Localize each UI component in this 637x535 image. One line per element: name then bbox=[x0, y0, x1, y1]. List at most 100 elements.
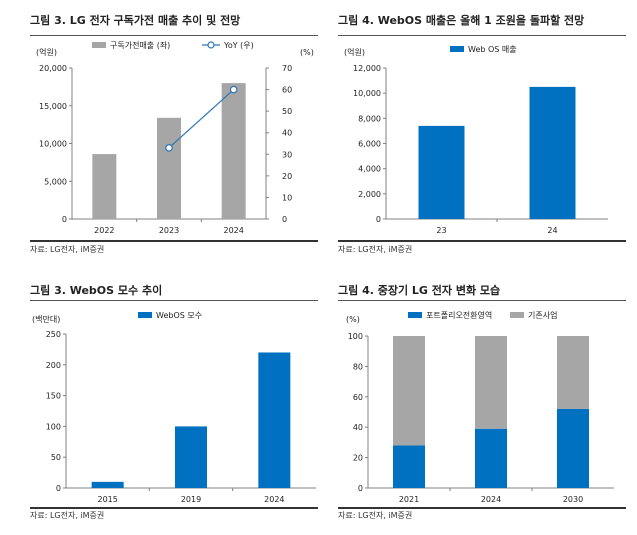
bar bbox=[393, 445, 425, 488]
title-divider bbox=[30, 300, 318, 301]
bar bbox=[557, 408, 589, 488]
yoy-line bbox=[168, 89, 235, 149]
y2-tick-label: 20 bbox=[282, 172, 292, 181]
y-axis-label: (%) bbox=[346, 315, 360, 324]
y-axis-label: (억원) bbox=[36, 47, 57, 57]
legend-swatch bbox=[510, 312, 524, 318]
y-tick-label: 250 bbox=[46, 330, 61, 339]
legend-label: YoY (우) bbox=[223, 41, 254, 50]
chart-title: 그림 4. WebOS 매출은 올해 1 조원을 돌파할 전망 bbox=[338, 14, 585, 27]
bar bbox=[557, 336, 589, 409]
bar bbox=[258, 352, 291, 488]
y-tick-label: 10,000 bbox=[353, 89, 381, 98]
legend-swatch bbox=[138, 312, 152, 318]
legend-marker bbox=[207, 41, 215, 49]
y-tick-label: 0 bbox=[62, 215, 67, 224]
bottom-divider bbox=[30, 507, 318, 509]
x-tick-label: 24 bbox=[547, 226, 557, 235]
y-axis-label: (억원) bbox=[344, 47, 365, 57]
y-tick-label: 12,000 bbox=[353, 64, 381, 73]
legend-label: WebOS 모수 bbox=[156, 311, 202, 320]
bar bbox=[92, 154, 117, 219]
bar bbox=[475, 336, 507, 429]
y-tick-label: 15,000 bbox=[39, 102, 67, 111]
chart-title: 그림 3. WebOS 모수 추이 bbox=[30, 284, 163, 297]
y-tick-label: 50 bbox=[51, 453, 61, 462]
bar bbox=[91, 481, 124, 488]
source-note: 자료: LG전자, iM증권 bbox=[30, 511, 105, 520]
y-tick-label: 100 bbox=[46, 422, 61, 431]
y2-tick-label: 10 bbox=[282, 193, 292, 202]
chart-webos-installed-base: (백만대) 0 50 100 150 200 250 2015 2019 2024 WebOS 모수 bbox=[32, 311, 316, 504]
bar bbox=[175, 426, 207, 488]
source-note: 자료: LG전자, iM증권 bbox=[30, 245, 105, 254]
y-tick-label: 80 bbox=[353, 362, 363, 371]
y-tick-label: 0 bbox=[376, 215, 381, 224]
title-divider bbox=[338, 300, 626, 301]
legend-label: 기존사업 bbox=[528, 311, 557, 320]
title-divider bbox=[30, 35, 318, 36]
chart-title: 그림 3. LG 전자 구독가전 매출 추이 및 전망 bbox=[30, 14, 241, 27]
legend-label: 구독가전매출 (좌) bbox=[110, 40, 170, 50]
bar bbox=[529, 86, 576, 219]
y-tick-label: 200 bbox=[46, 361, 61, 370]
chart-portfolio-change: (%) 0 20 40 60 80 100 2021 2024 2030 포트폴리오전환영역 기존사업 bbox=[346, 310, 614, 504]
bar bbox=[221, 83, 246, 219]
y-tick-label: 2,000 bbox=[358, 190, 381, 199]
x-tick-label: 2021 bbox=[399, 495, 419, 504]
legend-label: 포트폴리오전환영역 bbox=[426, 310, 492, 320]
y2-tick-label: 40 bbox=[282, 129, 292, 138]
y-tick-label: 40 bbox=[353, 423, 363, 432]
x-tick-label: 2024 bbox=[223, 226, 243, 235]
y-tick-label: 8,000 bbox=[358, 114, 381, 123]
y-tick-label: 5,000 bbox=[44, 177, 67, 186]
y-tick-label: 60 bbox=[353, 393, 363, 402]
y-tick-label: 20 bbox=[353, 454, 363, 463]
y-tick-label: 20,000 bbox=[39, 64, 67, 73]
source-note: 자료: LG전자, iM증권 bbox=[338, 245, 413, 254]
chart-panel-subscription-sales: 그림 3. LG 전자 구독가전 매출 추이 및 전망 (억원) (%) 0 5,00… bbox=[30, 8, 318, 258]
legend-swatch bbox=[408, 312, 422, 318]
y2-tick-label: 60 bbox=[282, 86, 292, 95]
x-tick-label: 2022 bbox=[94, 226, 114, 235]
x-tick-label: 2019 bbox=[181, 495, 201, 504]
y-tick-label: 100 bbox=[348, 332, 363, 341]
bar bbox=[475, 428, 507, 488]
y-axis-label: (백만대) bbox=[32, 314, 60, 324]
bar bbox=[393, 336, 425, 446]
x-tick-label: 23 bbox=[436, 226, 446, 235]
y-tick-label: 0 bbox=[358, 484, 363, 493]
y2-tick-label: 70 bbox=[282, 64, 292, 73]
x-tick-label: 2023 bbox=[159, 226, 179, 235]
x-tick-label: 2024 bbox=[481, 495, 501, 504]
chart-title: 그림 4. 중장기 LG 전자 변화 모습 bbox=[338, 284, 501, 297]
y2-tick-label: 0 bbox=[282, 215, 287, 224]
y2-axis-label: (%) bbox=[300, 48, 314, 57]
legend-label: Web OS 매출 bbox=[468, 44, 517, 54]
y-tick-label: 0 bbox=[56, 484, 61, 493]
legend-swatch bbox=[450, 46, 464, 52]
yoy-point bbox=[229, 85, 238, 94]
bar bbox=[418, 125, 465, 219]
chart-panel-webos-installed-base: 그림 3. WebOS 모수 추이 (백만대) 0 50 100 150 200 250 20… bbox=[30, 280, 318, 525]
source-note: 자료: LG전자, iM증권 bbox=[338, 511, 413, 520]
y-tick-label: 4,000 bbox=[358, 165, 381, 174]
bottom-divider bbox=[338, 507, 626, 509]
chart-webos-sales: (억원) 0 2,000 4,000 6,000 8,000 10,000 12,000 23 2… bbox=[344, 44, 608, 235]
y2-tick-label: 30 bbox=[282, 150, 292, 159]
y-tick-label: 6,000 bbox=[358, 140, 381, 149]
y2-tick-label: 50 bbox=[282, 107, 292, 116]
chart-panel-webos-sales: 그림 4. WebOS 매출은 올해 1 조원을 돌파할 전망 (억원) 0 2,0… bbox=[338, 8, 626, 258]
bottom-divider bbox=[338, 240, 626, 242]
y-tick-label: 10,000 bbox=[39, 140, 67, 149]
title-divider bbox=[338, 35, 626, 36]
x-tick-label: 2030 bbox=[563, 495, 583, 504]
chart-panel-portfolio-change: 그림 4. 중장기 LG 전자 변화 모습 (%) 0 20 40 60 80 100 202… bbox=[338, 280, 626, 525]
y-tick-label: 150 bbox=[46, 392, 61, 401]
yoy-point bbox=[165, 144, 173, 152]
bar bbox=[157, 117, 181, 219]
legend-swatch bbox=[92, 42, 106, 48]
x-tick-label: 2015 bbox=[97, 495, 117, 504]
bottom-divider bbox=[30, 240, 318, 242]
x-tick-label: 2024 bbox=[264, 495, 284, 504]
